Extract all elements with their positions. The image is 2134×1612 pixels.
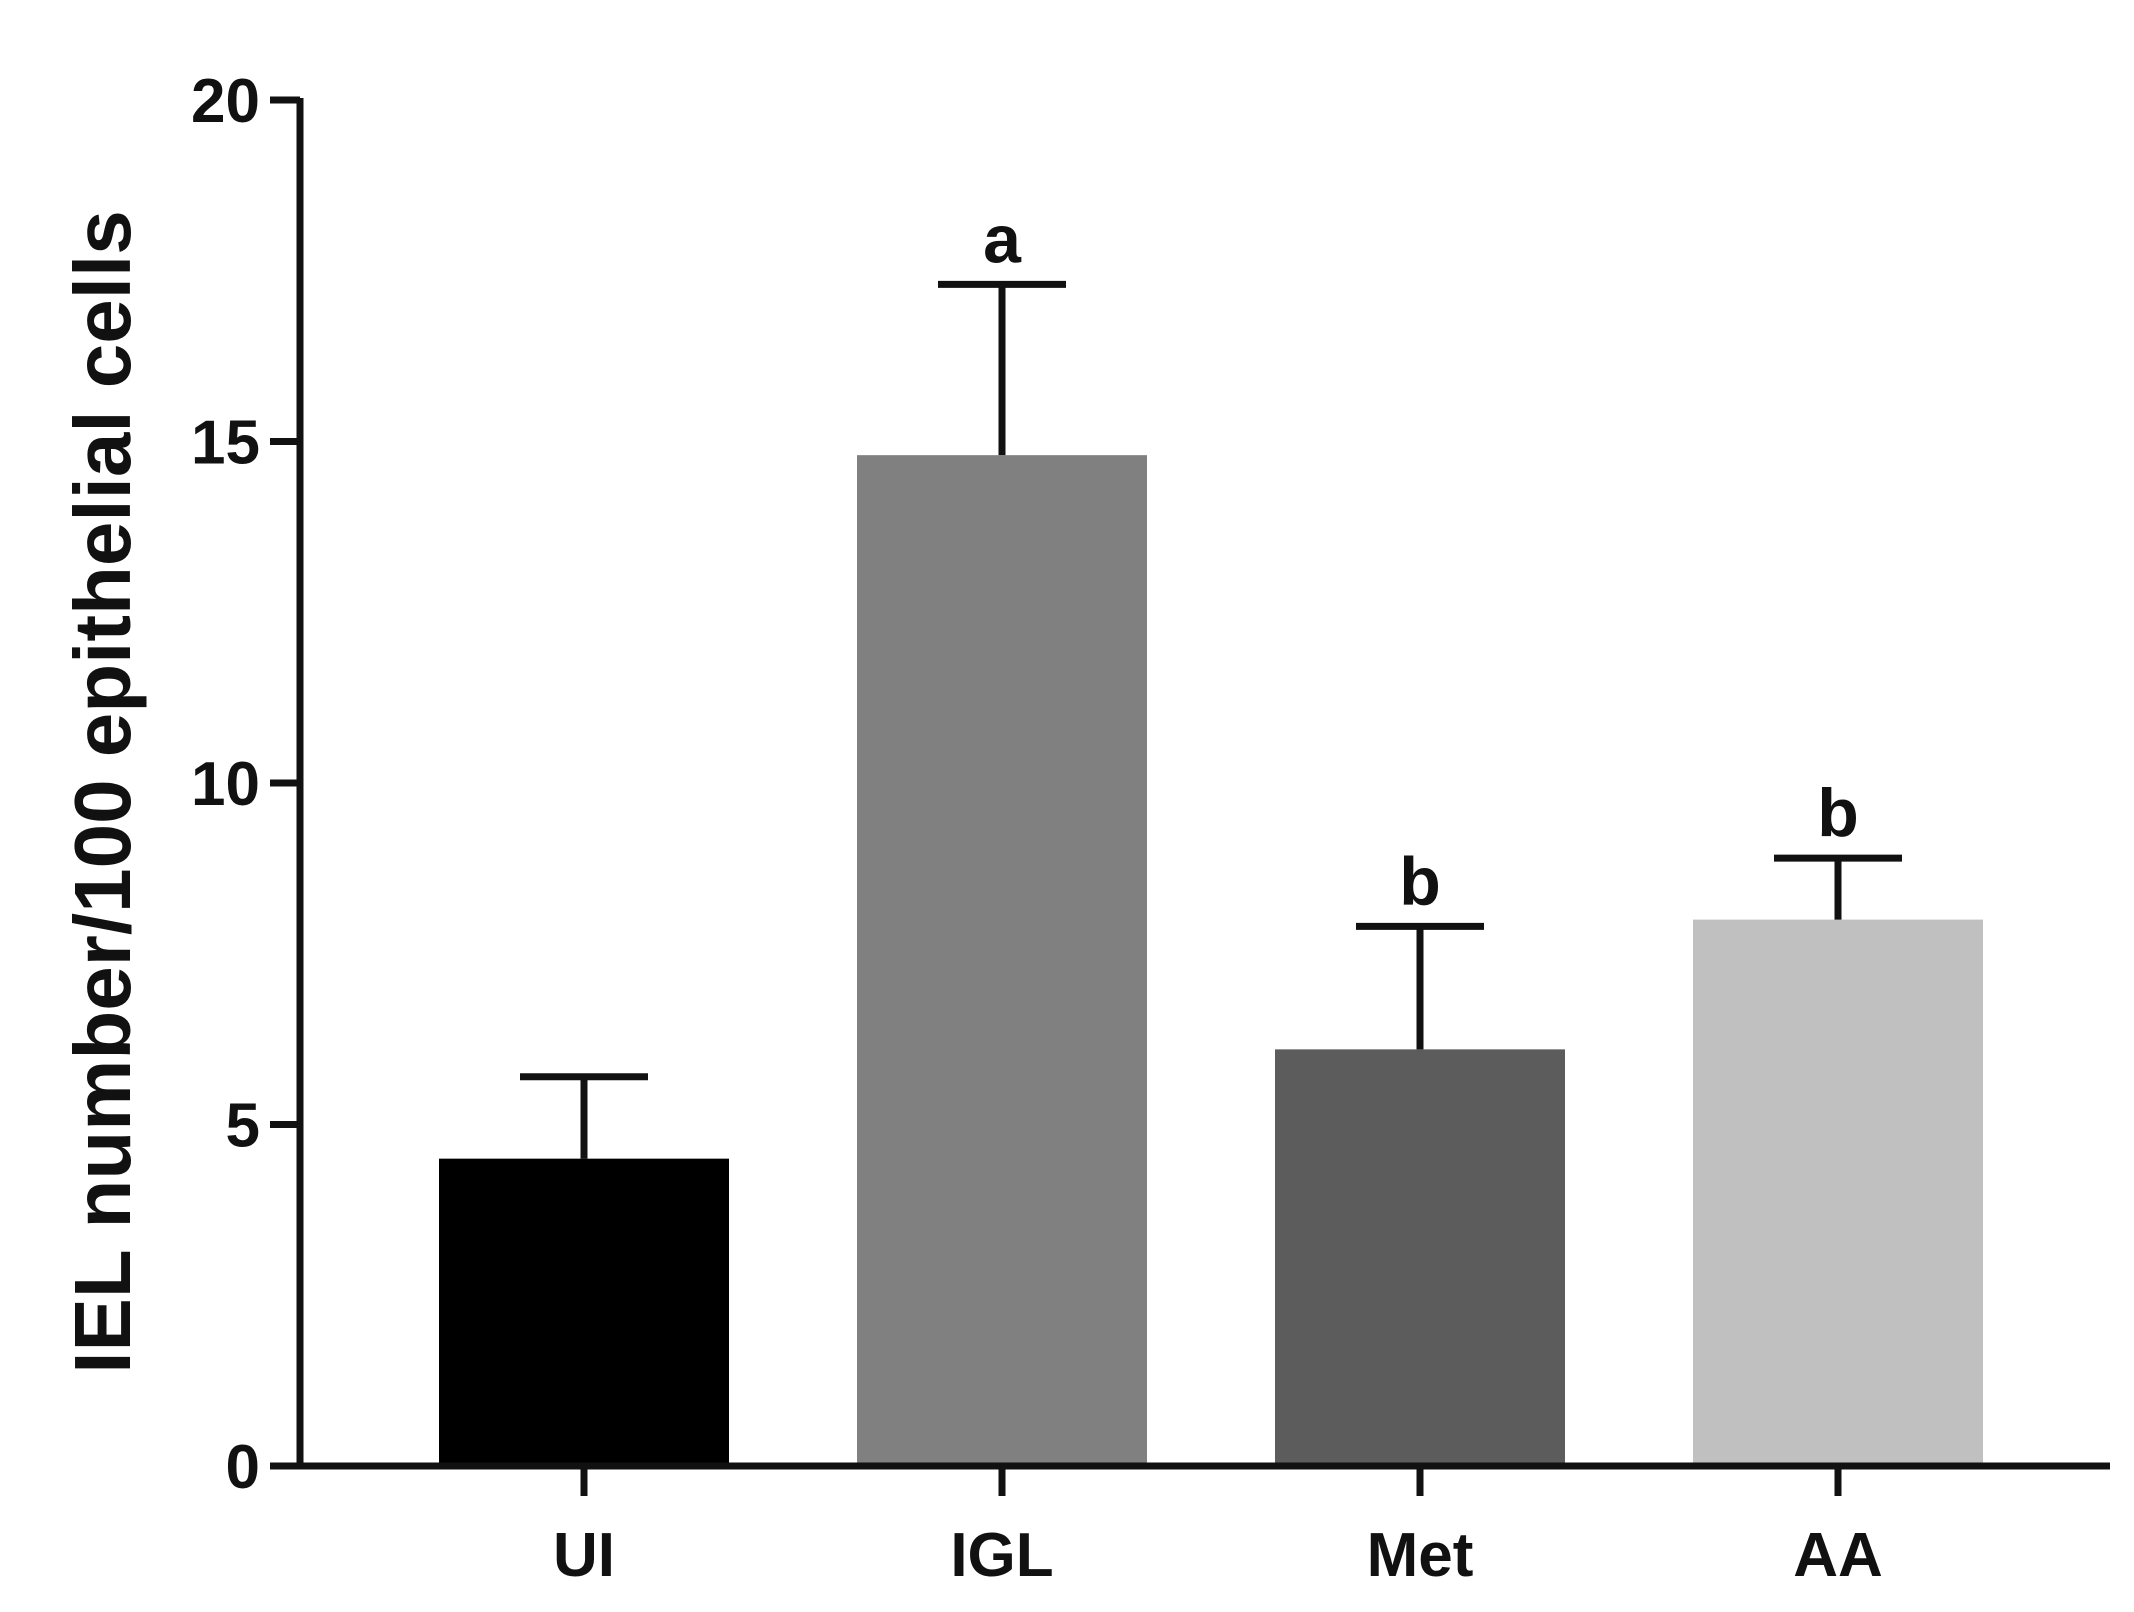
y-tick-label: 15 bbox=[191, 409, 260, 478]
significance-labels-group: a b b bbox=[983, 201, 1859, 919]
bars-group bbox=[439, 455, 1983, 1466]
bar-igl bbox=[857, 455, 1147, 1466]
x-tick-label-met: Met bbox=[1367, 1521, 1474, 1590]
significance-label-igl: a bbox=[983, 201, 1022, 277]
y-axis-title-group: IEL number/100 epithelial cells bbox=[58, 210, 147, 1373]
y-tick-label: 20 bbox=[191, 67, 260, 136]
significance-label-aa: b bbox=[1817, 775, 1859, 851]
y-tick-label: 5 bbox=[226, 1092, 260, 1161]
y-axis-title: IEL number/100 epithelial cells bbox=[58, 210, 147, 1373]
x-ticks-group: UI IGL Met AA bbox=[553, 1466, 1883, 1590]
significance-label-met: b bbox=[1399, 843, 1441, 919]
x-tick-label-aa: AA bbox=[1793, 1521, 1883, 1590]
y-ticks-group: 0 5 10 15 20 bbox=[191, 67, 300, 1502]
error-bars-group bbox=[520, 280, 1902, 1159]
bar-met bbox=[1275, 1049, 1565, 1466]
x-tick-label-ui: UI bbox=[553, 1521, 615, 1590]
bar-aa bbox=[1693, 919, 1983, 1466]
y-tick-label: 0 bbox=[226, 1433, 260, 1502]
x-tick-label-igl: IGL bbox=[950, 1521, 1053, 1590]
bar-ui bbox=[439, 1158, 729, 1466]
y-tick-label: 10 bbox=[191, 750, 260, 819]
